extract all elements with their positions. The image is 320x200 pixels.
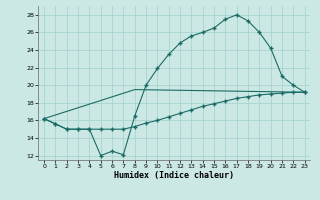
- X-axis label: Humidex (Indice chaleur): Humidex (Indice chaleur): [115, 171, 234, 180]
